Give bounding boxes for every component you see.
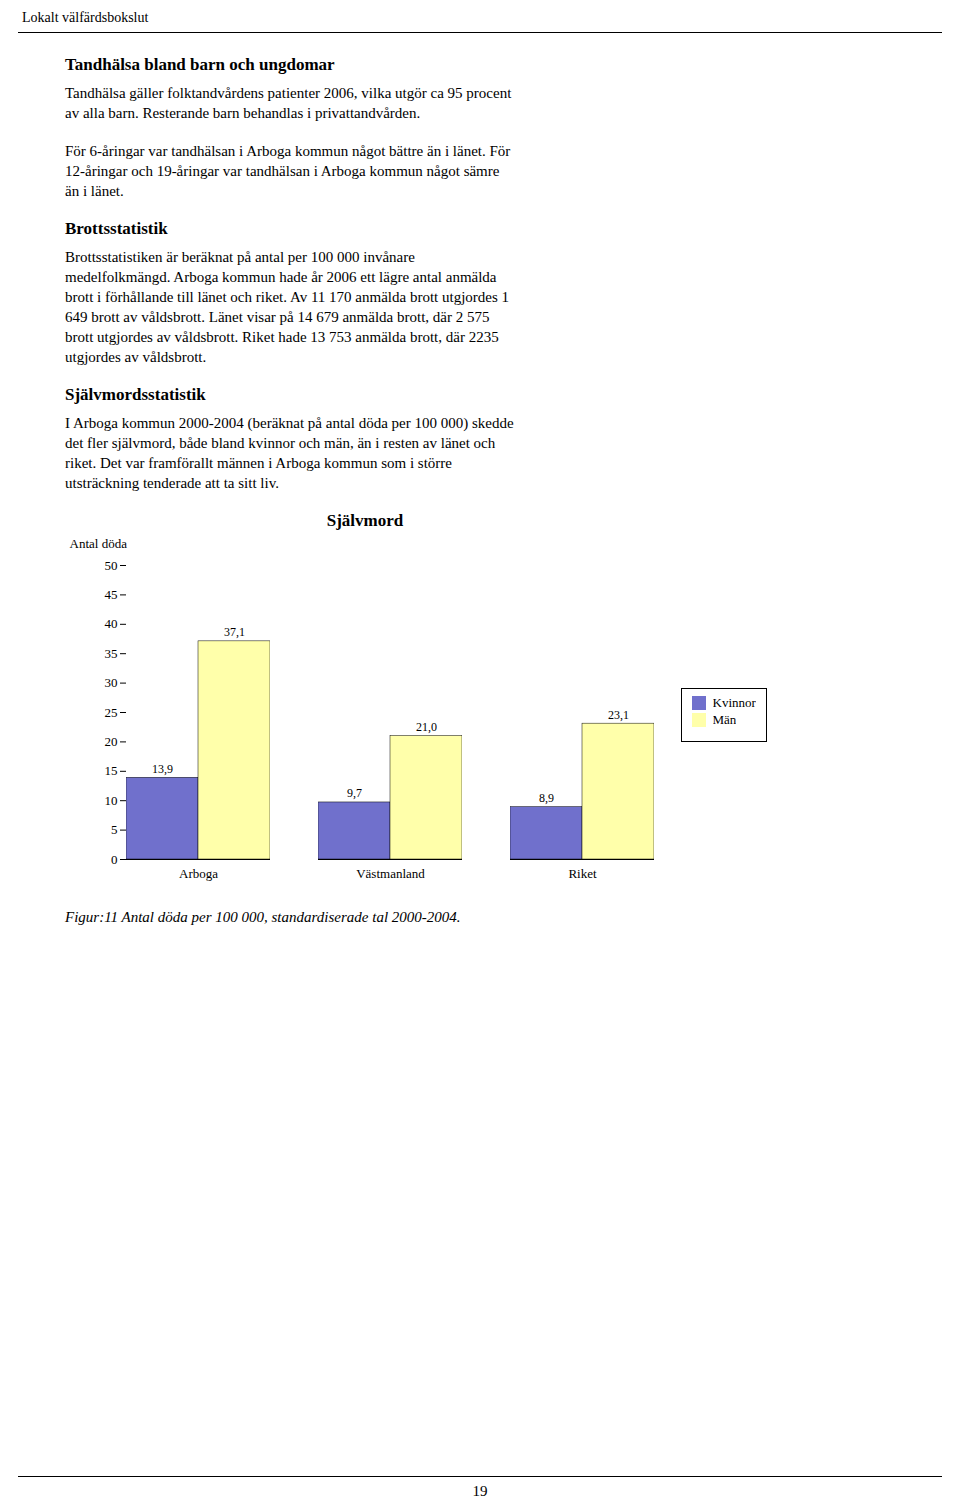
- svg-text:13,9: 13,9: [152, 762, 173, 776]
- html-text:Kvinnor: Kvinnor: [712, 694, 756, 710]
- svg-text:50: 50: [105, 558, 118, 573]
- html-text:I Arboga kommun 2000-2004 (ber: I Arboga kommun 2000-2004 (beräknat på a…: [65, 415, 514, 431]
- svg-text:30: 30: [105, 675, 118, 690]
- html-text:Tandhälsa gäller folktandvårde: Tandhälsa gäller folktandvårdens patient…: [65, 85, 512, 101]
- html-text:Brottsstatistik: Brottsstatistik: [65, 219, 168, 238]
- svg-text:5: 5: [111, 822, 118, 837]
- svg-text:Antal döda: Antal döda: [70, 536, 128, 551]
- html-text:Tandhälsa bland barn och ungdo: Tandhälsa bland barn och ungdomar: [65, 55, 335, 74]
- svg-text:0: 0: [111, 852, 118, 867]
- svg-text:10: 10: [105, 793, 118, 808]
- html-text:det fler självmord, både bland: det fler självmord, både bland kvinnor o…: [65, 435, 496, 451]
- html-text:utsträckning tenderade att ta: utsträckning tenderade att ta sitt liv.: [65, 475, 279, 491]
- html-text:19: 19: [472, 1483, 488, 1499]
- svg-text:37,1: 37,1: [224, 625, 245, 639]
- html-text:brott i förhållande till länet: brott i förhållande till länet och riket…: [65, 289, 510, 305]
- html-text:riket. Det var framförallt män: riket. Det var framförallt männen i Arbo…: [65, 455, 452, 471]
- html-text:brott utgjordes av våldsbrott.: brott utgjordes av våldsbrott. Riket had…: [65, 329, 499, 345]
- html-text:12-åringar och 19-åringar var: 12-åringar och 19-åringar var tandhälsan…: [65, 163, 500, 179]
- html-text:utgjordes av våldsbrott.: utgjordes av våldsbrott.: [65, 349, 207, 365]
- html-text:Figur:11 Antal döda per 100 00: Figur:11 Antal döda per 100 000, standar…: [65, 909, 461, 925]
- html-text:För 6-åringar var tandhälsan i: För 6-åringar var tandhälsan i Arboga ko…: [65, 143, 511, 159]
- html-text:Lokalt välfärdsbokslut: Lokalt välfärdsbokslut: [22, 10, 149, 25]
- html-text:Brottsstatistiken är beräknat: Brottsstatistiken är beräknat på antal p…: [65, 249, 415, 265]
- html-text:av alla barn. Resterande barn: av alla barn. Resterande barn behandlas …: [65, 105, 421, 121]
- html-text:medelfolkmängd. Arboga kommun: medelfolkmängd. Arboga kommun hade år 20…: [65, 269, 497, 285]
- svg-text:45: 45: [105, 587, 118, 602]
- svg-text:9,7: 9,7: [347, 786, 362, 800]
- html-text:Självmord: Självmord: [326, 511, 404, 530]
- svg-text:35: 35: [105, 646, 118, 661]
- svg-text:Västmanland: Västmanland: [356, 866, 425, 881]
- html-text:649 brott av våldsbrott. Länet: 649 brott av våldsbrott. Länet visar på …: [65, 309, 490, 325]
- html-text:än i länet.: än i länet.: [65, 183, 124, 199]
- svg-text:Arboga: Arboga: [179, 866, 218, 881]
- svg-text:20: 20: [105, 734, 118, 749]
- svg-text:25: 25: [105, 705, 118, 720]
- svg-text:21,0: 21,0: [416, 720, 437, 734]
- html-text:Män: Män: [712, 711, 737, 727]
- html-text:Självmordsstatistik: Självmordsstatistik: [65, 385, 206, 404]
- svg-text:23,1: 23,1: [608, 708, 629, 722]
- svg-text:15: 15: [105, 763, 118, 778]
- svg-text:8,9: 8,9: [539, 791, 554, 805]
- svg-text:Riket: Riket: [568, 866, 597, 881]
- svg-text:40: 40: [105, 616, 118, 631]
